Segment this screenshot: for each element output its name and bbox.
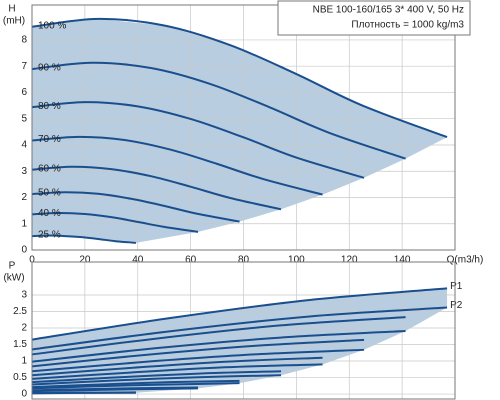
info-text: Плотность = 1000 kg/m3: [351, 20, 464, 31]
operating-range: [32, 18, 448, 243]
curve: [31, 374, 282, 386]
x-tick-label: 140: [394, 255, 411, 266]
curve: [31, 363, 323, 380]
curve-label: 80 %: [38, 101, 61, 112]
x-tick-label: 60: [185, 255, 197, 266]
curve: [31, 287, 448, 341]
x-tick-label: 80: [238, 255, 250, 266]
x-tick-label: 100: [288, 255, 305, 266]
curve: [31, 387, 199, 393]
y-axis-label: P: [9, 261, 16, 272]
curve-label: 100 %: [38, 20, 66, 31]
x-tick-label: 120: [341, 255, 358, 266]
info-box: [277, 0, 471, 36]
curve-label: 25 %: [38, 230, 61, 241]
x-axis-label: Q(m3/h): [447, 255, 484, 266]
curve: [31, 329, 406, 363]
curve-label: P2: [450, 300, 463, 311]
curve: [31, 370, 282, 384]
y-tick-label: 5: [21, 113, 27, 124]
y-tick-label: 3: [21, 290, 27, 301]
curve: [31, 348, 365, 373]
curve-label: 60 %: [38, 163, 61, 174]
y-tick-label: 1.5: [13, 339, 27, 350]
y-tick-label: 0: [21, 389, 27, 400]
curve: [31, 135, 323, 196]
y-tick-label: 4: [21, 140, 27, 151]
y-tick-label: 0: [21, 245, 27, 256]
curve: [31, 101, 365, 179]
curve: [31, 382, 240, 390]
y-tick-label: 7: [21, 61, 27, 72]
y-tick-label: 1: [21, 218, 27, 229]
curve: [31, 316, 406, 356]
curve: [31, 234, 136, 244]
y-axis-label: (kW): [3, 273, 24, 284]
y-tick-label: 1: [21, 356, 27, 367]
curve: [31, 211, 199, 233]
curve: [31, 191, 240, 223]
y-tick-label: 3: [21, 166, 27, 177]
curve: [31, 356, 323, 377]
curve-label: 70 %: [38, 134, 61, 145]
curve-label: P1: [450, 281, 463, 292]
x-tick-label: 40: [132, 255, 144, 266]
y-tick-label: 6: [21, 87, 27, 98]
y-axis-label: (mH): [3, 16, 25, 27]
curve: [31, 391, 136, 395]
curve: [31, 165, 282, 211]
info-text: NBE 100-160/165 3* 400 V, 50 Hz: [313, 5, 464, 16]
y-tick-label: 8: [21, 35, 27, 46]
y-tick-label: 2: [21, 323, 27, 334]
curve: [31, 17, 448, 139]
curve-label: 90 %: [38, 63, 61, 74]
plot-frame: [31, 4, 456, 251]
plot-frame: [31, 261, 456, 400]
y-tick-label: 0.5: [13, 372, 27, 383]
y-tick-label: 2.5: [13, 306, 27, 317]
curve-label: 50 %: [38, 188, 61, 199]
curve: [31, 338, 365, 368]
y-tick-label: 2: [21, 192, 27, 203]
x-tick-label: 0: [29, 255, 35, 266]
curve: [31, 61, 406, 160]
curve: [31, 306, 448, 351]
x-tick-label: 20: [79, 255, 91, 266]
curve-label: 40 %: [38, 208, 61, 219]
y-axis-label: H: [8, 4, 15, 15]
curve: [31, 379, 240, 389]
